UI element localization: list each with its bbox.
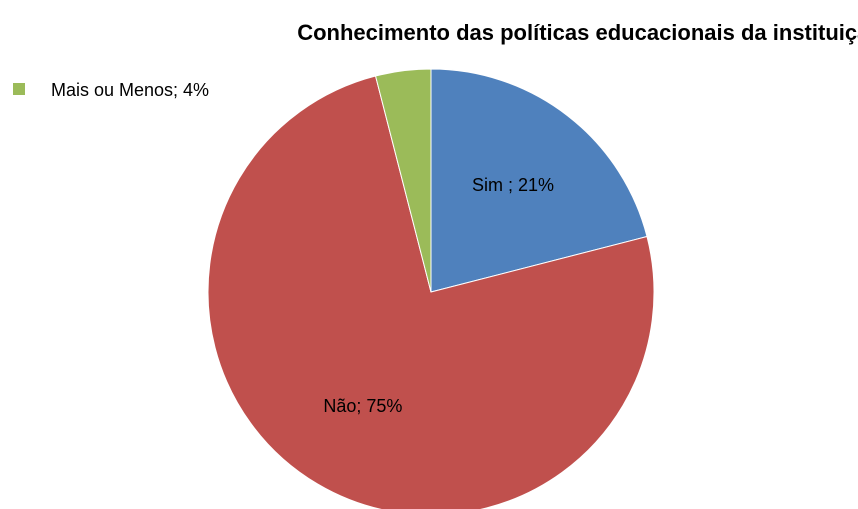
legend-swatch [13, 83, 25, 95]
pie-slice [430, 68, 648, 293]
chart-title: Conhecimento das políticas educacionais … [297, 20, 858, 45]
pie-slice [374, 68, 432, 293]
data-label: Sim ; 21% [472, 175, 554, 195]
data-label: Não; 75% [323, 396, 402, 416]
data-label: Mais ou Menos; 4% [50, 80, 210, 100]
pie-slice [207, 75, 655, 509]
